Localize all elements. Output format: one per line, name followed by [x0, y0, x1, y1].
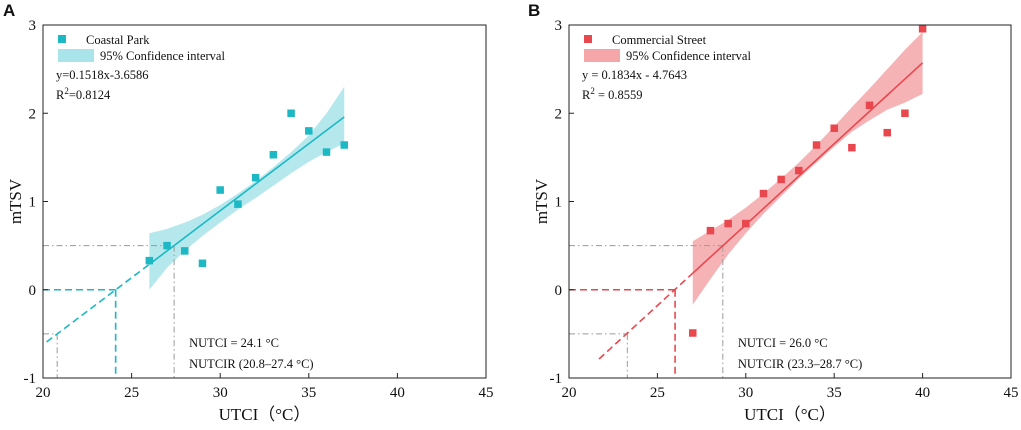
panel-a-fit-line	[148, 116, 345, 265]
panel-a-regression-equation: y=0.1518x-3.6586	[56, 68, 148, 82]
panel-b-y-tick-label: 0	[555, 283, 563, 299]
panel-b-data-point	[883, 128, 891, 137]
panel-a-data-point	[340, 141, 348, 149]
panel-a-x-tick-label: 30	[213, 385, 228, 401]
panel-a-legend-band-swatch	[58, 49, 94, 62]
panel-b-nutci-label: NUTCI = 26.0 °C	[738, 336, 828, 350]
panel-b-x-tick-label: 30	[738, 385, 753, 401]
panel-b-data-point	[759, 189, 768, 198]
panel-a-x-tick-label: 35	[301, 385, 316, 401]
panel-b-data-point	[830, 124, 838, 133]
panel-a-x-tick-label: 20	[36, 385, 51, 401]
panel-a-data-point	[181, 247, 189, 255]
panel-a-legend-points-label: Coastal Park	[86, 33, 150, 47]
panel-a-y-axis-title: mTSV	[6, 178, 25, 224]
panel-a-legend-point-marker	[58, 35, 66, 43]
panel-b-x-tick-label: 35	[827, 385, 842, 401]
panel-a-fit-line-extrapolated	[46, 263, 150, 343]
panel-a-data-point	[163, 241, 171, 250]
panel-a-legend-band-label: 95% Confidence interval	[100, 49, 225, 63]
panel-a-data-point	[269, 150, 278, 159]
panel-b-data-point	[865, 101, 874, 110]
panel-b-x-tick-label: 45	[1004, 385, 1019, 401]
panel-b-legend-points-label: Commercial Street	[612, 33, 707, 47]
panel-a-data-point	[287, 109, 295, 117]
panel-a-y-tick-label: 0	[29, 283, 37, 299]
panel-a-data-point	[234, 200, 242, 208]
panel-b-r-squared: R2 = 0.8559	[582, 86, 643, 102]
panel-b-data-point	[918, 25, 927, 33]
panel-a-r-squared: R2=0.8124	[56, 86, 111, 102]
panel-b-legend-point-marker	[584, 35, 592, 43]
panel-a-x-tick-label: 40	[390, 385, 405, 401]
panel-b-data-point	[795, 166, 803, 175]
panel-b-x-tick-label: 20	[562, 385, 577, 401]
panel-b-nutcir-label: NUTCIR (23.3–28.7 °C)	[738, 357, 862, 371]
panel-b-data-point	[689, 329, 697, 337]
panel-a-y-tick-label: -1	[24, 371, 37, 387]
panel-a-letter: A	[3, 1, 15, 20]
panel-a-y-tick-label: 2	[29, 106, 37, 122]
panel-b-x-axis-title: UTCI（°C）	[744, 405, 836, 424]
panel-a-x-tick-label: 45	[479, 385, 494, 401]
panel-b-fit-line-extrapolated	[598, 272, 694, 360]
panel-b: B 20 25 30 35 40 45 -1 0 1 2 3 UTCI（°C） mTSV Comme…	[528, 1, 1019, 424]
panel-b-y-tick-label: 2	[555, 106, 563, 122]
panel-a-data-point	[305, 127, 313, 135]
panel-a-data-point	[198, 259, 207, 268]
panel-b-legend-band-swatch	[584, 49, 620, 62]
panel-a-data-point	[322, 148, 331, 156]
panel-b-data-point	[848, 143, 856, 152]
panel-b-data-point	[706, 226, 715, 235]
panel-a-y-tick-label: 1	[29, 195, 37, 211]
panel-b-legend-band-label: 95% Confidence interval	[626, 49, 751, 63]
panel-b-data-point	[742, 219, 750, 228]
panel-a-nutcir-label: NUTCIR (20.8–27.4 °C)	[189, 357, 313, 371]
panel-b-fit-line	[692, 62, 924, 274]
panel-b-y-tick-label: 1	[555, 195, 563, 211]
panel-b-data-point	[812, 141, 821, 149]
panel-a-x-tick-label: 25	[124, 385, 139, 401]
panel-a-data-point	[251, 173, 260, 182]
panel-b-data-point	[777, 175, 785, 184]
panel-b-y-tick-label: -1	[550, 371, 563, 387]
panel-a-x-axis-title: UTCI（°C）	[219, 405, 311, 424]
panel-a-nutci-label: NUTCI = 24.1 °C	[189, 336, 279, 350]
panel-b-data-point	[901, 109, 909, 117]
panel-a-data-point	[216, 186, 224, 194]
panel-b-x-tick-label: 25	[650, 385, 665, 401]
panel-b-y-tick-label: 3	[555, 18, 563, 34]
panel-b-y-axis-title: mTSV	[532, 178, 551, 224]
panel-a-data-point	[145, 256, 154, 265]
panel-b-regression-equation: y = 0.1834x - 4.7643	[582, 68, 687, 82]
panel-a-confidence-band	[149, 86, 345, 290]
panel-b-letter: B	[528, 1, 540, 20]
panel-a-y-tick-label: 3	[29, 18, 37, 34]
panel-a: A 20 25 30 35 40 45 -1 0 1 2 3 UTCI（°C） mTSV Coast…	[3, 1, 494, 424]
panel-b-data-point	[724, 219, 732, 228]
panel-b-x-tick-label: 40	[915, 385, 930, 401]
